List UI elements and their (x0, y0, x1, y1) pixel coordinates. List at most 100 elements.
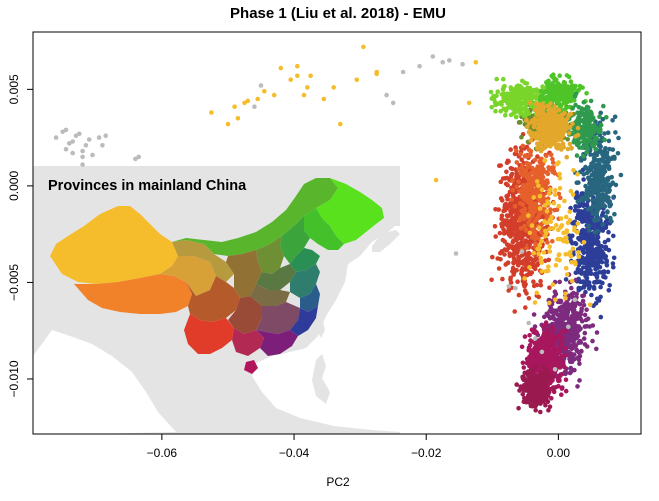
data-point (557, 350, 562, 355)
data-point (507, 253, 513, 259)
data-point (556, 252, 562, 258)
data-point (571, 290, 576, 296)
data-point (539, 260, 544, 265)
data-point (577, 203, 582, 209)
data-point (517, 85, 523, 91)
data-point (580, 298, 586, 304)
data-point (565, 146, 571, 152)
data-point (252, 104, 257, 109)
data-point (524, 81, 530, 86)
china-province-map-inset: Provinces in mainland China (33, 166, 400, 434)
region-liaoning (304, 208, 344, 250)
y-tick-label: −0.010 (7, 360, 21, 397)
data-point (540, 364, 546, 370)
data-point (547, 249, 553, 254)
data-point (579, 279, 584, 285)
data-point (582, 270, 587, 276)
data-point (295, 73, 300, 79)
data-point (541, 128, 546, 134)
data-point (556, 160, 561, 165)
data-point (543, 228, 548, 234)
data-point (511, 209, 517, 215)
data-point (548, 187, 553, 192)
data-point (523, 113, 528, 118)
data-point (522, 288, 528, 294)
data-point (568, 79, 574, 84)
data-point (563, 304, 569, 310)
data-point (575, 132, 581, 138)
data-point (517, 217, 522, 223)
data-point (546, 313, 551, 319)
data-point (606, 195, 611, 200)
data-point (532, 324, 538, 329)
data-point (519, 271, 524, 277)
data-point (525, 194, 530, 199)
data-point (531, 168, 537, 173)
data-point (510, 178, 515, 183)
data-point (515, 230, 521, 235)
data-point (504, 194, 509, 199)
data-point (591, 284, 597, 290)
data-point (557, 299, 562, 304)
data-point (560, 313, 566, 319)
data-point (511, 225, 517, 230)
data-point (400, 69, 406, 75)
data-point (586, 168, 591, 174)
data-point (564, 239, 570, 245)
data-point (606, 229, 611, 235)
points-scattered-series (53, 44, 578, 372)
data-point (603, 146, 608, 151)
data-point (534, 179, 540, 184)
data-point (598, 284, 603, 290)
data-point (522, 223, 527, 229)
data-point (232, 104, 237, 109)
data-point (557, 73, 562, 78)
data-point (527, 333, 532, 338)
data-point (575, 172, 580, 177)
data-point (527, 343, 533, 348)
data-point (534, 353, 539, 358)
data-point (558, 117, 563, 122)
data-point (594, 167, 599, 172)
data-point (338, 121, 343, 127)
data-point (549, 348, 554, 354)
data-point (546, 123, 552, 128)
data-point (499, 249, 505, 254)
data-point (600, 116, 606, 122)
data-point (564, 154, 569, 160)
data-point (520, 374, 525, 380)
data-point (543, 346, 549, 352)
data-point (103, 133, 108, 138)
data-point (519, 239, 524, 245)
data-point (361, 44, 366, 50)
data-point (581, 172, 587, 177)
data-point (491, 96, 497, 102)
data-point (596, 180, 602, 186)
data-point (584, 91, 589, 96)
data-point (514, 160, 520, 165)
data-point (524, 94, 529, 100)
x-tick-label: −0.02 (411, 446, 442, 460)
data-point (570, 105, 576, 111)
chart-title: Phase 1 (Liu et al. 2018) - EMU (230, 5, 446, 22)
data-point (547, 285, 552, 291)
data-point (585, 190, 591, 196)
data-point (543, 258, 548, 264)
data-point (578, 158, 584, 163)
data-point (584, 202, 590, 207)
data-point (552, 87, 557, 93)
data-point (535, 396, 540, 401)
data-point (576, 287, 582, 293)
data-point (536, 190, 542, 195)
data-point (509, 197, 514, 203)
data-point (573, 261, 578, 267)
data-point (544, 220, 549, 226)
data-point (519, 344, 525, 350)
data-point (556, 376, 562, 382)
data-point (498, 179, 504, 185)
data-point (522, 251, 528, 257)
data-point (133, 156, 138, 162)
data-point (545, 328, 550, 334)
data-point (512, 309, 517, 314)
data-point (547, 226, 552, 232)
